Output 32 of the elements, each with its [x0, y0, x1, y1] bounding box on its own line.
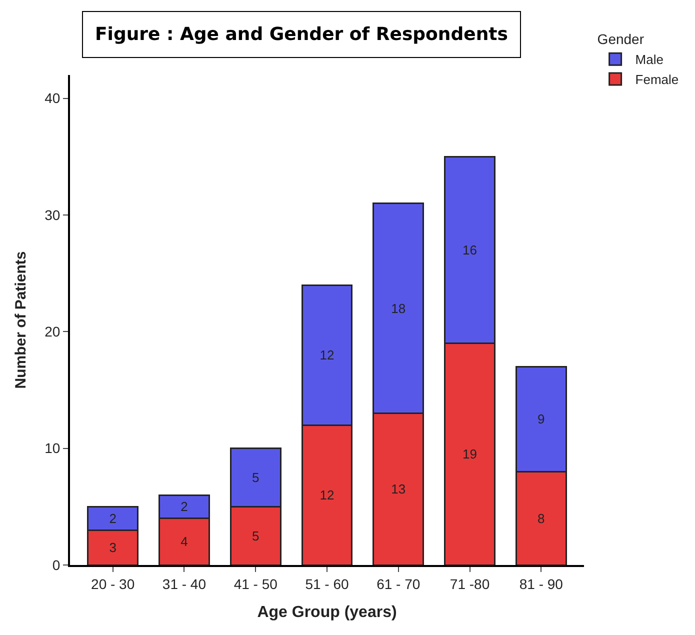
- data-label: 16: [462, 242, 478, 258]
- x-tick-label: 41 - 50: [234, 576, 278, 592]
- legend-label: Female: [635, 72, 679, 88]
- data-label: 13: [391, 482, 406, 497]
- y-tick-label: 20: [44, 324, 60, 340]
- data-label: 4: [180, 534, 188, 550]
- data-label: 18: [391, 300, 406, 316]
- data-label: 3: [109, 540, 116, 555]
- chart-title: Figure : Age and Gender of Respondents: [95, 24, 508, 45]
- x-tick-label: 51 - 60: [305, 576, 350, 592]
- data-label: 5: [252, 528, 260, 544]
- legend-label: Male: [635, 52, 664, 68]
- data-label: 12: [320, 488, 334, 502]
- data-label: 2: [109, 510, 116, 526]
- y-tick-label: 40: [44, 90, 60, 106]
- data-label: 8: [538, 510, 545, 526]
- y-tick-label: 10: [44, 440, 60, 456]
- y-axis-title: Number of Patients: [12, 251, 30, 389]
- data-label: 9: [538, 412, 545, 427]
- x-tick-label: 20 - 30: [91, 576, 135, 592]
- y-tick-label: 0: [52, 556, 60, 573]
- legend-title: Gender: [597, 31, 644, 48]
- data-label: 5: [252, 470, 260, 485]
- data-label: 19: [462, 446, 478, 462]
- x-tick-label: 31 - 40: [162, 576, 206, 592]
- y-tick-label: 30: [44, 206, 60, 223]
- x-tick-label: 61 - 70: [376, 576, 420, 592]
- x-axis-title: Age Group (years): [257, 604, 397, 621]
- data-label: 2: [180, 499, 188, 514]
- x-tick-label: 81 - 90: [519, 576, 564, 592]
- x-tick-label: 71 -80: [450, 576, 490, 592]
- data-label: 12: [320, 348, 334, 362]
